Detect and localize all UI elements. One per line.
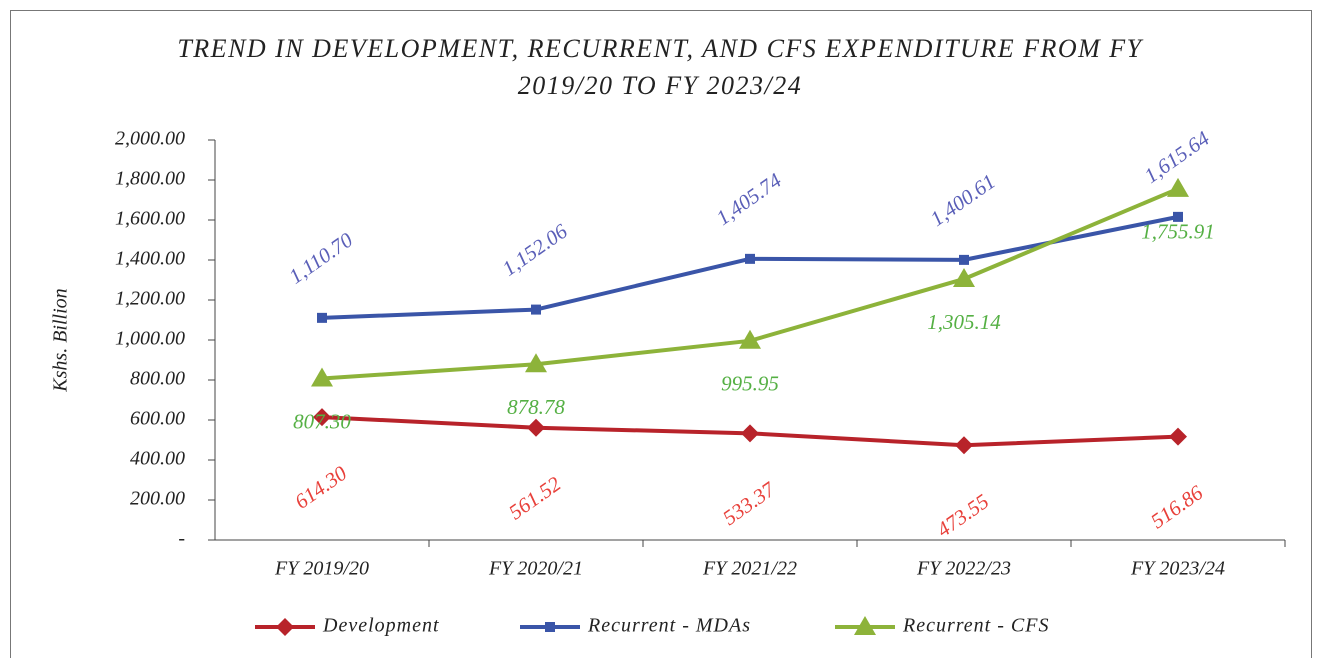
data-label: 807.30 (293, 409, 351, 433)
y-tick-label: 1,800.00 (115, 168, 185, 190)
data-label: 533.37 (718, 476, 780, 530)
x-tick-label: FY 2023/24 (1130, 558, 1225, 580)
y-tick-label: 600.00 (130, 408, 185, 430)
frame (10, 10, 1312, 658)
data-label: 473.55 (932, 489, 993, 542)
data-label: 995.95 (721, 372, 779, 396)
data-label: 1,152.06 (498, 219, 572, 281)
y-tick-label: 1,400.00 (115, 248, 185, 270)
marker (276, 618, 294, 636)
y-tick-label: 400.00 (130, 448, 185, 470)
data-label: 1,615.64 (1140, 126, 1214, 188)
marker (545, 622, 555, 632)
marker (525, 353, 547, 373)
marker (959, 254, 969, 265)
x-tick-label: FY 2019/20 (274, 558, 369, 580)
y-tick-label: 1,600.00 (115, 208, 185, 230)
data-label: 516.86 (1146, 480, 1207, 533)
chart-title: TREND IN DEVELOPMENT, RECURRENT, AND CFS… (177, 34, 1143, 100)
data-label: 1,755.91 (1141, 220, 1215, 244)
marker (313, 408, 331, 427)
y-tick-label: 1,000.00 (115, 328, 185, 350)
series-line (321, 186, 1179, 381)
data-label: 1,400.61 (926, 169, 1000, 231)
x-tick-label: FY 2022/23 (916, 558, 1011, 580)
data-label: 614.30 (290, 461, 351, 514)
data-label: 878.78 (507, 395, 565, 419)
data-label: 561.52 (504, 471, 565, 524)
x-tick-label: FY 2020/21 (488, 558, 583, 580)
y-axis-label: Kshs. Billion (50, 288, 72, 392)
data-label: 1,405.74 (712, 168, 786, 230)
data-label: 1,305.14 (927, 310, 1001, 334)
marker (854, 616, 876, 635)
marker (741, 424, 759, 443)
marker (317, 312, 327, 323)
y-tick-label: 800.00 (130, 368, 185, 390)
marker (531, 304, 541, 315)
marker (311, 367, 333, 387)
marker (745, 253, 755, 264)
y-tick-label: 2,000.00 (115, 128, 185, 150)
series-line (321, 214, 1179, 320)
marker (1173, 211, 1183, 222)
data-label: 1,110.70 (284, 227, 357, 288)
marker (953, 267, 975, 287)
y-tick-label: 1,200.00 (115, 288, 185, 310)
legend-label: Development (322, 615, 440, 637)
x-tick-label: FY 2021/22 (702, 558, 797, 580)
y-tick-label: 200.00 (130, 488, 185, 510)
marker (1169, 427, 1187, 446)
legend-label: Recurrent - MDAs (587, 615, 751, 637)
y-tick-label: - (178, 528, 185, 550)
marker (955, 436, 973, 455)
marker (739, 329, 761, 349)
marker (527, 418, 545, 437)
legend-label: Recurrent - CFS (902, 615, 1049, 637)
marker (1167, 177, 1189, 197)
